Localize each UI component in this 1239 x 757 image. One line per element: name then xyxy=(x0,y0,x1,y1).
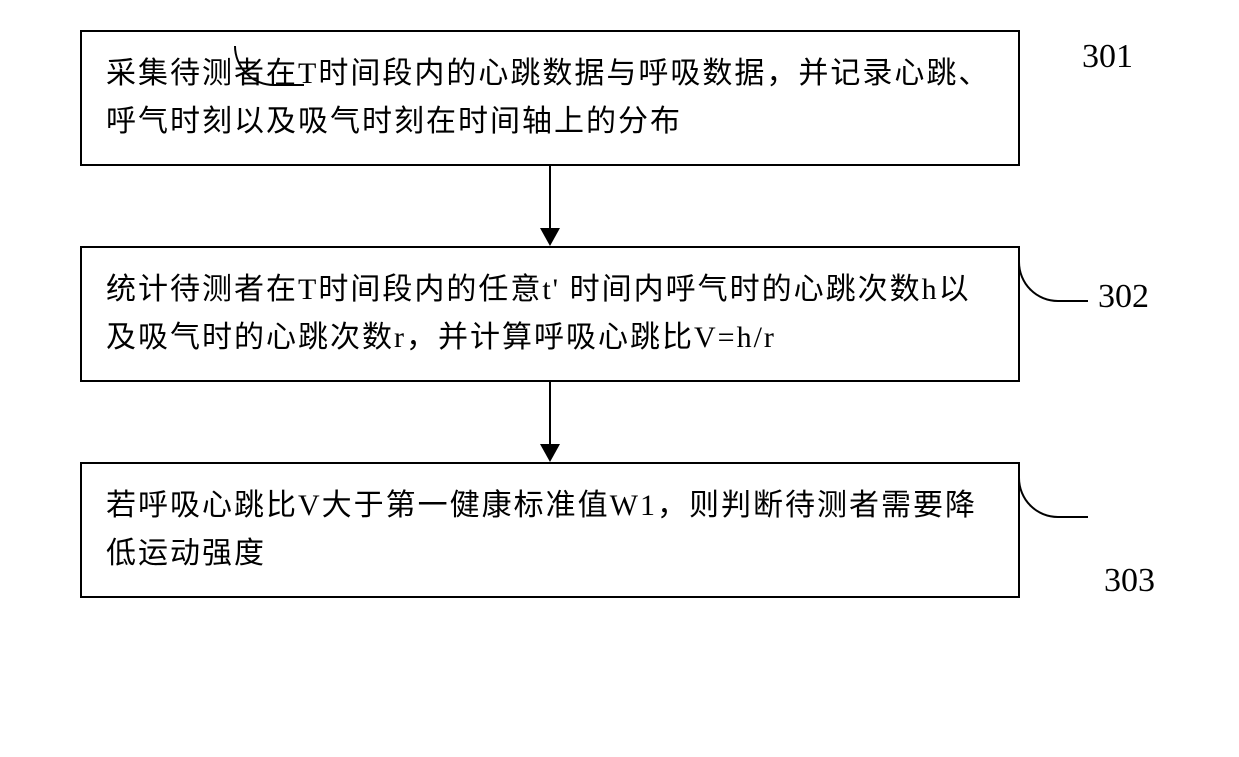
step-box-302: 统计待测者在T时间段内的任意t' 时间内呼气时的心跳次数h以及吸气时的心跳次数r… xyxy=(80,246,1020,382)
arrow-head xyxy=(540,228,560,246)
step-box-303: 若呼吸心跳比V大于第一健康标准值W1，则判断待测者需要降低运动强度 xyxy=(80,462,1020,598)
step-label-303: 303 xyxy=(1104,562,1155,600)
step-label-302: 302 xyxy=(1098,278,1149,316)
arrow-head xyxy=(540,444,560,462)
arrow-line xyxy=(549,166,551,228)
step-text-302: 统计待测者在T时间段内的任意t' 时间内呼气时的心跳次数h以及吸气时的心跳次数r… xyxy=(106,266,994,362)
step-box-301: 采集待测者在T时间段内的心跳数据与呼吸数据，并记录心跳、呼气时刻以及吸气时刻在时… xyxy=(80,30,1020,166)
step-label-301: 301 xyxy=(1082,38,1133,76)
label-connector-303 xyxy=(1018,478,1088,518)
arrow-302-303 xyxy=(80,382,1020,462)
step-text-303: 若呼吸心跳比V大于第一健康标准值W1，则判断待测者需要降低运动强度 xyxy=(106,482,994,578)
arrow-301-302 xyxy=(80,166,1020,246)
arrow-line xyxy=(549,382,551,444)
label-connector-302 xyxy=(1018,262,1088,302)
flowchart-container: 采集待测者在T时间段内的心跳数据与呼吸数据，并记录心跳、呼气时刻以及吸气时刻在时… xyxy=(0,0,1239,628)
